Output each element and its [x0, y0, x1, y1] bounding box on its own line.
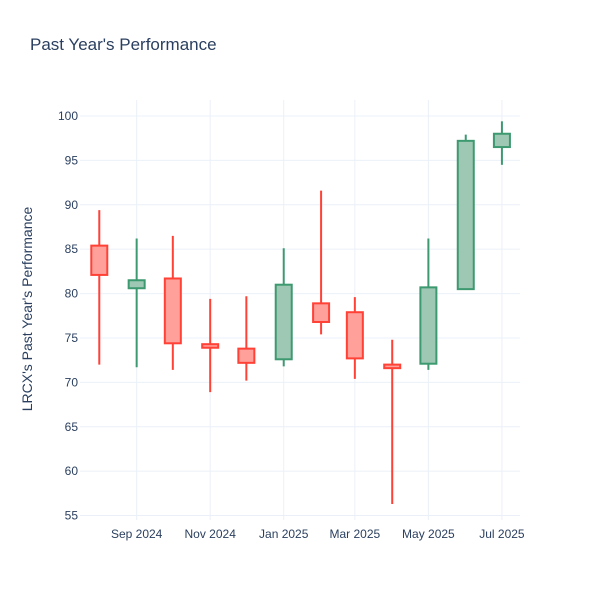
candle-decreasing	[201, 298, 220, 393]
x-tick-label: Jul 2025	[479, 527, 525, 541]
candle-body	[419, 286, 438, 365]
candle-decreasing	[237, 296, 256, 381]
y-tick-label: 85	[65, 242, 79, 256]
y-tick-label: 90	[65, 198, 79, 212]
candle-increasing	[127, 238, 146, 368]
candle-body	[274, 283, 293, 361]
candle-body	[456, 139, 475, 291]
candle-increasing	[492, 121, 511, 165]
candle-decreasing	[90, 210, 109, 365]
candle-decreasing	[345, 297, 364, 379]
candle-body	[237, 347, 256, 364]
candle-body	[383, 363, 402, 370]
y-axis-label: LRCX's Past Year's Performance	[19, 207, 35, 412]
candle-body	[345, 311, 364, 360]
candle-increasing	[456, 134, 475, 291]
candle-decreasing	[383, 339, 402, 505]
candles	[90, 121, 511, 505]
chart-title: Past Year's Performance	[30, 35, 217, 54]
x-axis-ticks: Sep 2024 Nov 2024 Jan 2025 Mar 2025 May 2025…	[111, 527, 525, 541]
candle-body	[90, 244, 109, 276]
y-tick-label: 95	[65, 153, 79, 167]
y-tick-label: 100	[58, 109, 78, 123]
candle-body	[201, 343, 220, 349]
y-tick-label: 55	[65, 509, 79, 523]
x-tick-label: Nov 2024	[185, 527, 237, 541]
y-tick-label: 60	[65, 464, 79, 478]
y-tick-label: 80	[65, 287, 79, 301]
y-tick-label: 75	[65, 331, 79, 345]
candle-body	[163, 277, 182, 345]
gridlines	[80, 100, 520, 520]
x-tick-label: Sep 2024	[111, 527, 163, 541]
candle-body	[492, 132, 511, 149]
y-tick-label: 70	[65, 375, 79, 389]
x-tick-label: May 2025	[402, 527, 455, 541]
x-tick-label: Mar 2025	[329, 527, 380, 541]
candle-decreasing	[163, 235, 182, 370]
candle-body	[312, 302, 331, 323]
candle-body	[127, 279, 146, 290]
candle-increasing	[274, 248, 293, 367]
x-tick-label: Jan 2025	[259, 527, 309, 541]
candle-increasing	[419, 238, 438, 370]
y-tick-label: 65	[65, 420, 79, 434]
y-axis-ticks: 55 60 65 70 75 80 85 90 95 100	[58, 109, 78, 523]
candle-decreasing	[312, 190, 331, 335]
